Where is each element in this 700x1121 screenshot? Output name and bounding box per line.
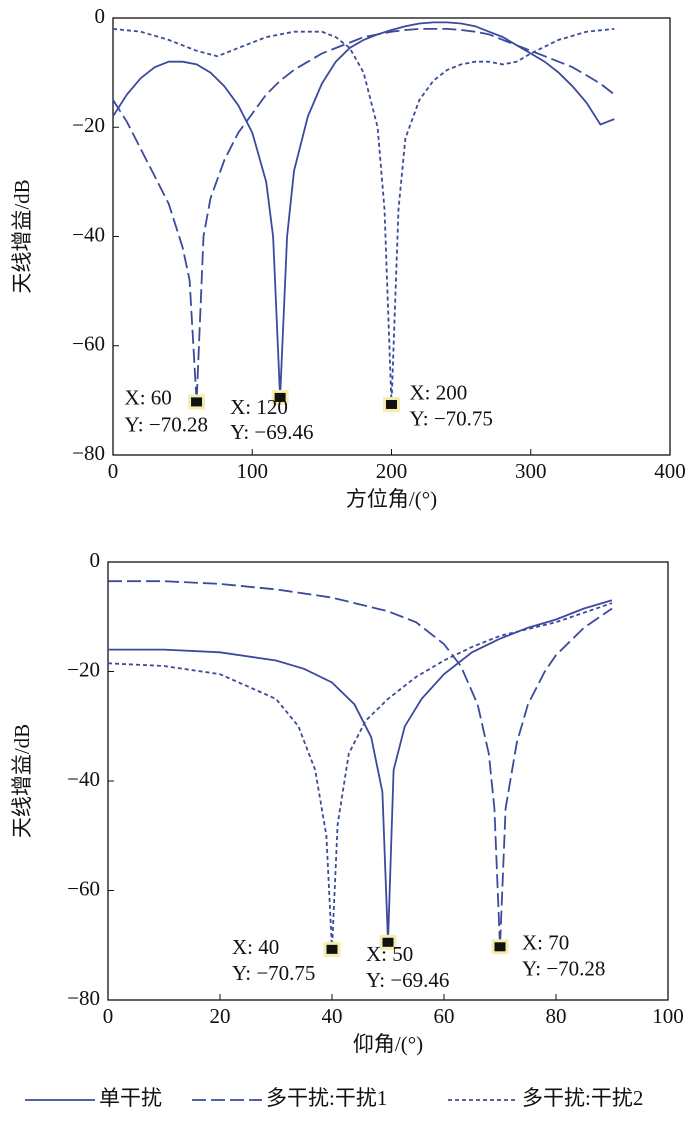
x-tick-label: 200 xyxy=(376,459,408,483)
datatip-x: X: 60 xyxy=(125,386,172,410)
plot-frame xyxy=(112,17,671,456)
datatip-marker xyxy=(323,941,341,957)
y-axis-label: 天线增益/dB xyxy=(10,724,34,838)
x-tick-label: 80 xyxy=(546,1004,567,1028)
y-tick-label: −40 xyxy=(72,222,105,246)
legend-label: 多干扰:干扰2 xyxy=(522,1086,643,1110)
datatip-y: Y: −70.28 xyxy=(522,957,605,981)
datatip-marker xyxy=(188,394,206,410)
x-axis-label: 仰角/(°) xyxy=(353,1032,423,1056)
x-tick-label: 300 xyxy=(515,459,547,483)
y-tick-label: −80 xyxy=(72,441,105,465)
series-line xyxy=(112,21,615,398)
x-tick-label: 60 xyxy=(434,1004,455,1028)
datatip-y: Y: −69.46 xyxy=(366,968,449,992)
datatip-marker xyxy=(271,389,289,405)
series-line xyxy=(112,28,615,402)
datatip-x: X: 50 xyxy=(366,942,413,966)
datatip-x: X: 40 xyxy=(232,935,279,959)
series-line xyxy=(108,599,613,943)
y-tick-label: −60 xyxy=(67,876,100,900)
x-tick-label: 0 xyxy=(108,459,119,483)
x-tick-label: 100 xyxy=(652,1004,684,1028)
x-tick-label: 40 xyxy=(322,1004,343,1028)
series-line xyxy=(107,602,613,950)
plot-frame xyxy=(107,561,669,1001)
x-tick-label: 100 xyxy=(237,459,269,483)
y-tick-label: −20 xyxy=(67,657,100,681)
datatip-x: X: 70 xyxy=(522,931,569,955)
datatip-y: Y: −70.28 xyxy=(125,413,208,437)
y-tick-label: −60 xyxy=(72,332,105,356)
datatip-marker xyxy=(383,396,400,412)
series-line xyxy=(108,580,613,947)
datatip-x: X: 200 xyxy=(410,380,468,404)
y-tick-label: 0 xyxy=(90,548,101,572)
datatip-x: X: 120 xyxy=(230,395,288,419)
y-tick-label: −80 xyxy=(67,986,100,1010)
legend-label: 多干扰:干扰1 xyxy=(266,1086,387,1110)
series-line xyxy=(112,28,615,405)
y-tick-label: −20 xyxy=(72,113,105,137)
legend-label: 单干扰 xyxy=(99,1086,162,1110)
datatip-y: Y: −70.75 xyxy=(410,406,493,430)
x-tick-label: 0 xyxy=(103,1004,114,1028)
datatip-marker xyxy=(379,934,397,950)
datatip-y: Y: −70.75 xyxy=(232,961,315,985)
datatip-y: Y: −69.46 xyxy=(230,420,313,444)
y-tick-label: −40 xyxy=(67,767,100,791)
x-axis-label: 方位角/(°) xyxy=(346,487,437,511)
y-axis-label: 天线增益/dB xyxy=(10,179,34,293)
x-tick-label: 20 xyxy=(210,1004,231,1028)
x-tick-label: 400 xyxy=(654,459,686,483)
datatip-marker xyxy=(491,939,509,955)
y-tick-label: 0 xyxy=(95,4,106,28)
